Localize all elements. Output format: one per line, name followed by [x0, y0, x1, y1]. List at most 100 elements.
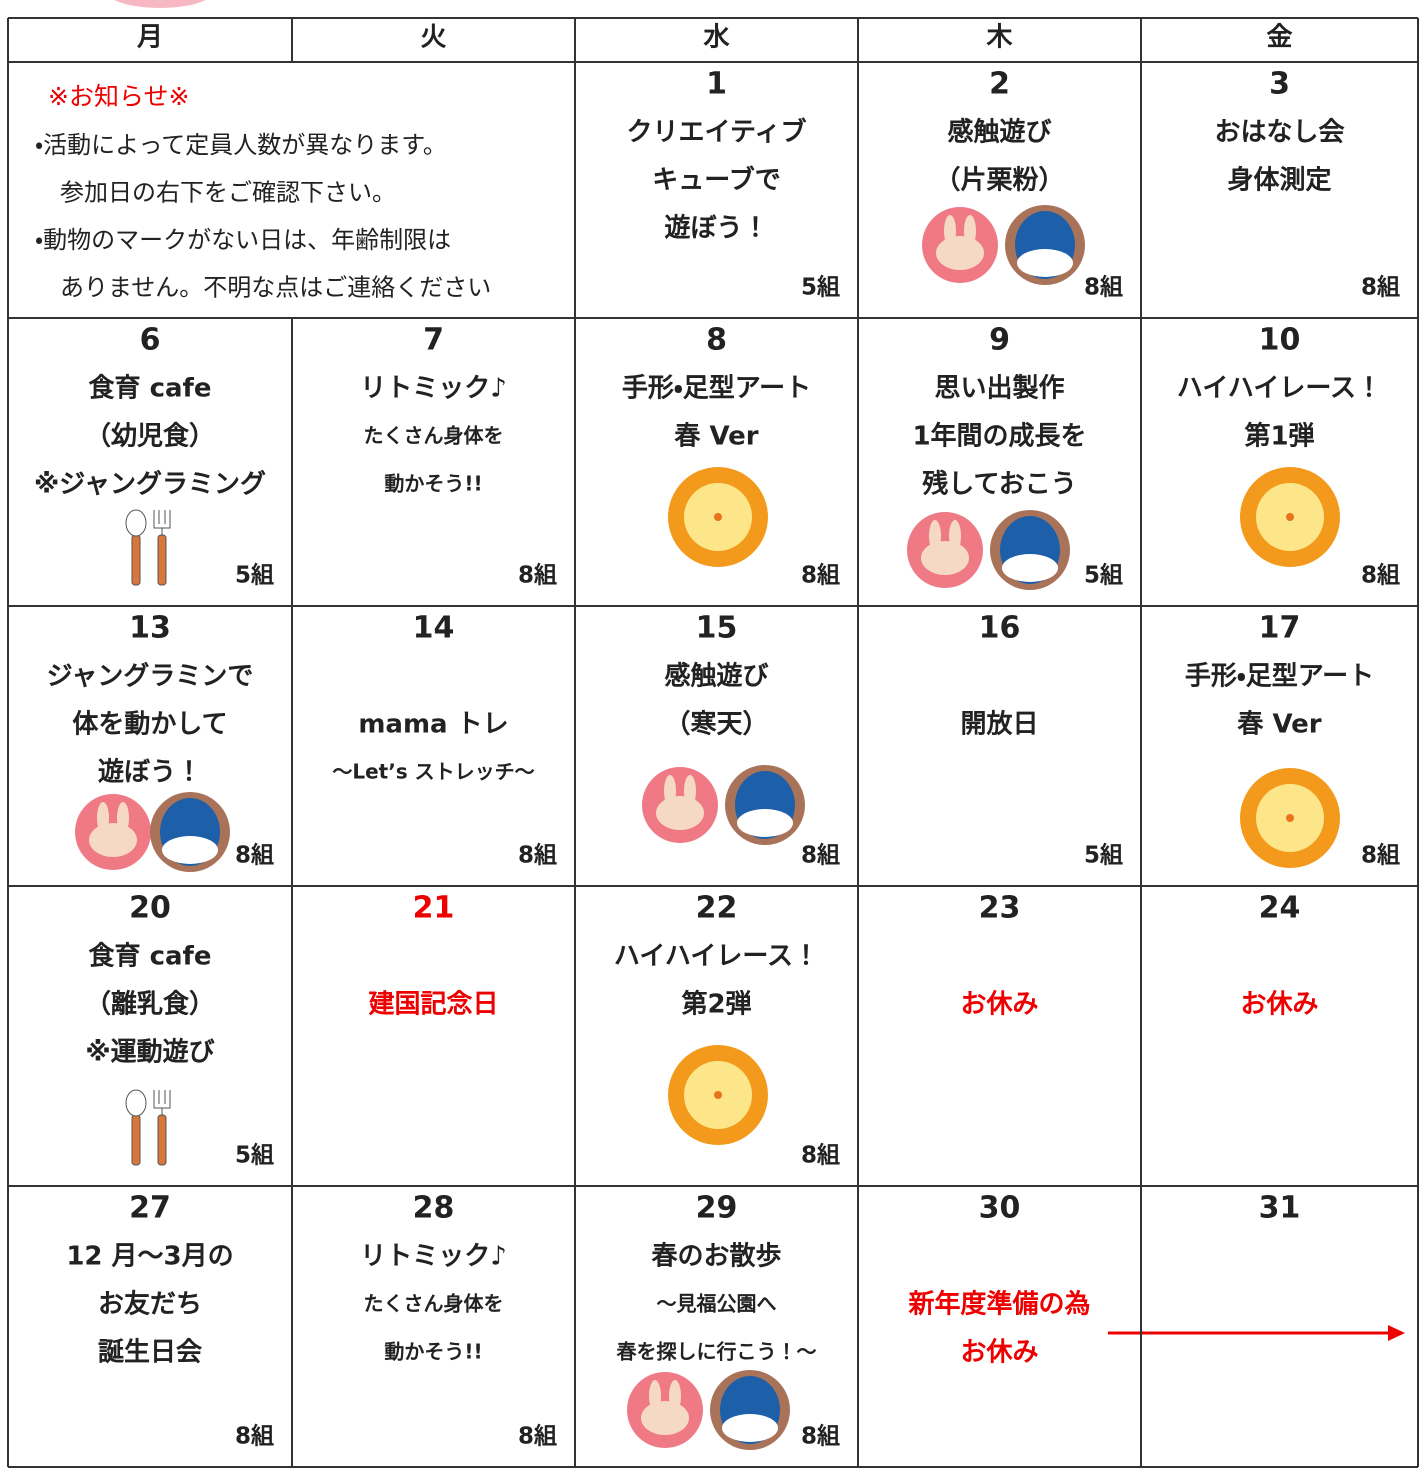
fork-handle — [157, 1114, 167, 1166]
penguin-icon — [1005, 205, 1085, 285]
event-line: （幼児食） — [85, 421, 215, 452]
capacity: 8組 — [801, 842, 840, 869]
capacity: 8組 — [518, 562, 557, 589]
utensils-icon — [125, 509, 171, 586]
event-line: （片栗粉） — [934, 166, 1064, 196]
fork-handle — [157, 534, 167, 586]
rabbit-icon — [907, 512, 983, 588]
event-line: おはなし会 — [1214, 118, 1345, 148]
face — [89, 823, 137, 857]
event-line: 新年度準備の為 — [907, 1289, 1090, 1320]
capacity: 8組 — [801, 1142, 840, 1169]
face — [656, 796, 704, 830]
date: 13 — [129, 611, 171, 646]
event-line: 遊ぼう！ — [98, 757, 202, 788]
capacity: 8組 — [518, 1423, 557, 1450]
notice-line: 参加日の右下をご確認下さい。 — [60, 179, 396, 207]
event-line: ※ジャングラミング — [34, 470, 266, 500]
event-line: ※運動遊び — [85, 1037, 214, 1068]
event-line: （寒天） — [664, 710, 768, 740]
event-line: 第2弾 — [681, 989, 751, 1020]
beak — [714, 1091, 722, 1099]
event-line: 春 Ver — [1236, 710, 1321, 740]
date: 6 — [140, 323, 161, 358]
date: 17 — [1259, 611, 1301, 646]
penguin-icon — [725, 765, 805, 845]
event-line: 1年間の成長を — [912, 421, 1086, 452]
date: 1 — [706, 67, 727, 102]
date: 28 — [413, 1191, 455, 1226]
chick-icon — [1240, 467, 1340, 567]
event-line: （離乳食） — [85, 989, 215, 1020]
event-line: mama トレ — [358, 710, 508, 740]
face — [936, 236, 984, 270]
arrow-head — [1388, 1325, 1405, 1341]
event-line: 開放日 — [960, 710, 1038, 740]
date: 27 — [129, 1191, 171, 1226]
event-line: リトミック♪ — [360, 374, 507, 404]
event-line: 残しておこう — [921, 469, 1076, 500]
event-line: 食育 cafe — [89, 941, 212, 972]
date: 2 — [989, 67, 1010, 102]
event-line: たくさん身体を — [364, 424, 504, 448]
event-line: 感触遊び — [664, 661, 768, 692]
date: 8 — [706, 323, 727, 358]
event-line: 動かそう!! — [384, 472, 482, 496]
chick-icon — [668, 1045, 768, 1145]
day-header: 木 — [985, 23, 1012, 53]
fork-head — [153, 510, 171, 536]
event-line: ジャングラミンで — [47, 662, 254, 692]
event-line: ～Let’s ストレッチ～ — [332, 760, 534, 784]
event-line: 建国記念日 — [368, 990, 498, 1020]
rabbit-icon — [75, 794, 151, 870]
utensils-icon — [125, 1089, 171, 1166]
capacity: 5組 — [1084, 562, 1123, 589]
date: 29 — [696, 1191, 738, 1226]
event-line: たくさん身体を — [364, 1292, 504, 1316]
decoration — [114, 0, 206, 8]
face — [921, 541, 969, 575]
event-line: 春 Ver — [673, 422, 758, 452]
event-line: 遊ぼう！ — [664, 213, 768, 244]
face — [641, 1401, 689, 1435]
capacity: 5組 — [801, 274, 840, 301]
capacity: 8組 — [1361, 842, 1400, 869]
event-line: 手形・足型アート — [622, 374, 811, 404]
event-line: 思い出製作 — [934, 374, 1064, 404]
event-line: 第1弾 — [1244, 421, 1314, 452]
event-line: お休み — [1240, 990, 1318, 1020]
chick-icon — [668, 467, 768, 567]
event-line: 春のお散歩 — [650, 1242, 781, 1272]
date: 15 — [696, 611, 738, 646]
date: 14 — [413, 611, 455, 646]
capacity: 8組 — [518, 842, 557, 869]
belly — [1002, 554, 1058, 582]
date: 30 — [979, 1191, 1021, 1226]
penguin-icon — [150, 792, 230, 872]
date: 24 — [1259, 891, 1301, 926]
event-line: クリエイティブ — [627, 117, 807, 148]
chick-icon — [1240, 768, 1340, 868]
spoon-head — [125, 1089, 147, 1117]
date: 22 — [696, 891, 738, 926]
notice-line: ・動物のマークがない日は、年齢制限は — [35, 226, 451, 254]
event-line: 身体測定 — [1227, 166, 1331, 196]
spoon-handle — [131, 1114, 141, 1166]
date: 23 — [979, 891, 1021, 926]
capacity: 5組 — [235, 1142, 274, 1169]
belly — [162, 836, 218, 864]
event-line: 12 月～3月の — [66, 1242, 233, 1272]
date: 9 — [989, 323, 1010, 358]
rabbit-icon — [627, 1372, 703, 1448]
beak — [1286, 513, 1294, 521]
capacity: 8組 — [235, 842, 274, 869]
rabbit-icon — [642, 767, 718, 843]
spoon-head — [125, 509, 147, 537]
date: 20 — [129, 891, 171, 926]
beak — [714, 513, 722, 521]
rabbit-icon — [922, 207, 998, 283]
event-line: ～見福公園へ — [657, 1292, 777, 1316]
date: 7 — [423, 323, 444, 358]
notice-line: ・活動によって定員人数が異なります。 — [35, 131, 447, 159]
